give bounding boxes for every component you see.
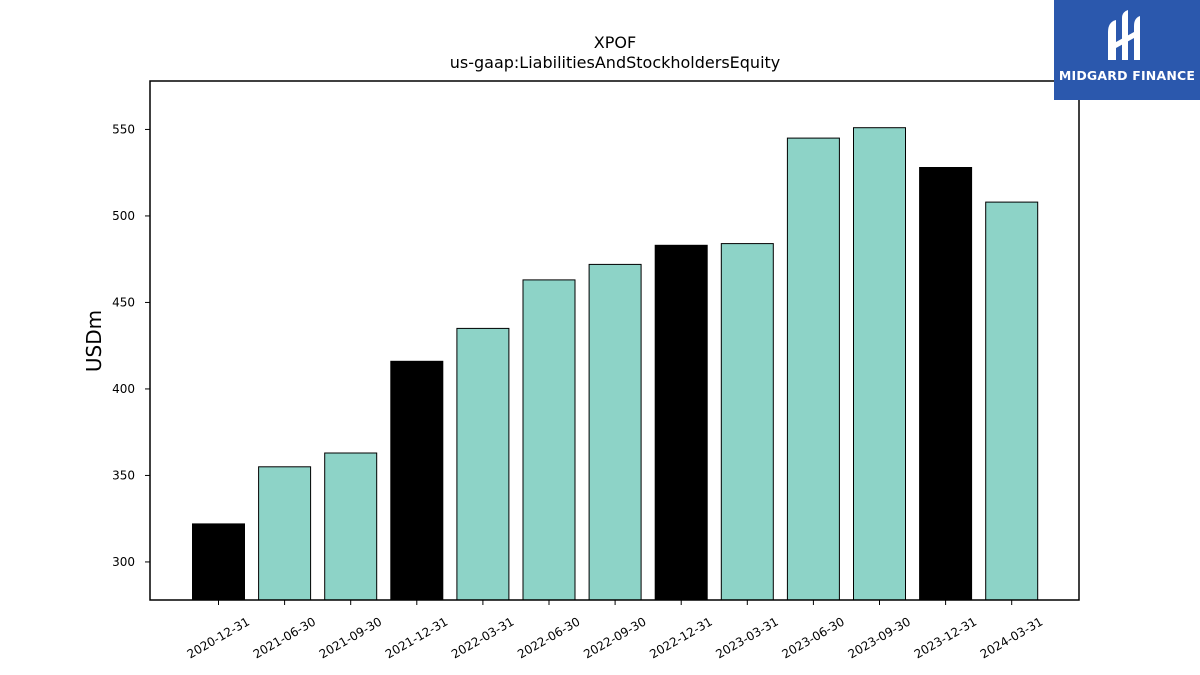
logo-text: MIDGARD FINANCE xyxy=(1058,68,1196,83)
x-tick-label: 2021-06-30 xyxy=(251,614,318,661)
bar-2023-06-30 xyxy=(786,137,840,601)
y-axis-label: USDm xyxy=(82,310,106,372)
y-axis: 300 350 400 450 500 550 xyxy=(112,122,150,569)
bar-2023-12-31 xyxy=(919,167,973,601)
x-tick-label: 2023-12-31 xyxy=(912,614,979,661)
y-tick-label: 450 xyxy=(112,295,135,309)
bar-2022-09-30 xyxy=(588,263,642,601)
bar-2021-06-30 xyxy=(258,466,312,601)
brand-logo: MIDGARD FINANCE xyxy=(1054,0,1200,100)
y-tick-label: 300 xyxy=(112,555,135,569)
x-tick-label: 2023-03-31 xyxy=(713,614,780,661)
x-tick-label: 2021-12-31 xyxy=(383,614,450,661)
y-tick-label: 350 xyxy=(112,468,135,482)
chart-title: XPOF xyxy=(594,33,636,52)
bar-2022-03-31 xyxy=(456,327,510,601)
x-axis: 2020-12-312021-06-302021-09-302021-12-31… xyxy=(185,600,1045,661)
bar-2023-03-31 xyxy=(720,243,774,601)
bar-2020-12-31 xyxy=(192,523,245,601)
bar-2022-12-31 xyxy=(654,244,708,601)
x-tick-label: 2022-12-31 xyxy=(647,614,714,661)
x-tick-label: 2022-03-31 xyxy=(449,614,516,661)
x-tick-label: 2022-09-30 xyxy=(581,614,648,661)
bar-2023-09-30 xyxy=(853,127,906,601)
y-tick-label: 550 xyxy=(112,122,135,136)
chart-subtitle: us-gaap:LiabilitiesAndStockholdersEquity xyxy=(450,53,781,72)
y-tick-label: 500 xyxy=(112,209,135,223)
x-tick-label: 2020-12-31 xyxy=(185,614,252,661)
bar-2022-06-30 xyxy=(522,279,576,601)
x-tick-label: 2023-09-30 xyxy=(846,614,913,661)
bar-2021-09-30 xyxy=(324,452,378,601)
logo-mark-icon xyxy=(1108,10,1140,60)
bar-2021-12-31 xyxy=(390,360,444,601)
bar-2024-03-31 xyxy=(985,201,1039,601)
y-tick-label: 400 xyxy=(112,382,135,396)
x-tick-label: 2024-03-31 xyxy=(978,614,1045,661)
x-tick-label: 2022-06-30 xyxy=(515,614,582,661)
plot-frame xyxy=(149,80,1080,601)
x-tick-label: 2023-06-30 xyxy=(779,614,846,661)
bars-group xyxy=(192,127,1039,601)
x-tick-label: 2021-09-30 xyxy=(317,614,384,661)
